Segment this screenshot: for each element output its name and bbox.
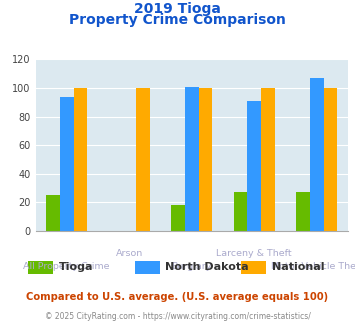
Bar <box>60 97 73 231</box>
Text: North Dakota: North Dakota <box>165 262 249 272</box>
Text: Larceny & Theft: Larceny & Theft <box>216 249 292 258</box>
Text: National: National <box>272 262 324 272</box>
Bar <box>46 195 60 231</box>
Bar <box>247 101 261 231</box>
Text: Burglary: Burglary <box>171 262 212 271</box>
Bar <box>296 192 310 231</box>
Text: Motor Vehicle Theft: Motor Vehicle Theft <box>271 262 355 271</box>
Bar <box>171 205 185 231</box>
Text: Compared to U.S. average. (U.S. average equals 100): Compared to U.S. average. (U.S. average … <box>26 292 329 302</box>
Bar <box>261 88 275 231</box>
Bar <box>323 88 337 231</box>
Bar <box>310 78 323 231</box>
Bar <box>73 88 87 231</box>
Text: All Property Crime: All Property Crime <box>23 262 110 271</box>
Text: 2019 Tioga: 2019 Tioga <box>134 2 221 16</box>
Text: Arson: Arson <box>116 249 143 258</box>
Text: Tioga: Tioga <box>59 262 93 272</box>
Text: Property Crime Comparison: Property Crime Comparison <box>69 13 286 26</box>
Bar <box>198 88 212 231</box>
Bar <box>185 86 198 231</box>
Bar <box>136 88 150 231</box>
Bar <box>234 192 247 231</box>
Text: © 2025 CityRating.com - https://www.cityrating.com/crime-statistics/: © 2025 CityRating.com - https://www.city… <box>45 312 310 321</box>
